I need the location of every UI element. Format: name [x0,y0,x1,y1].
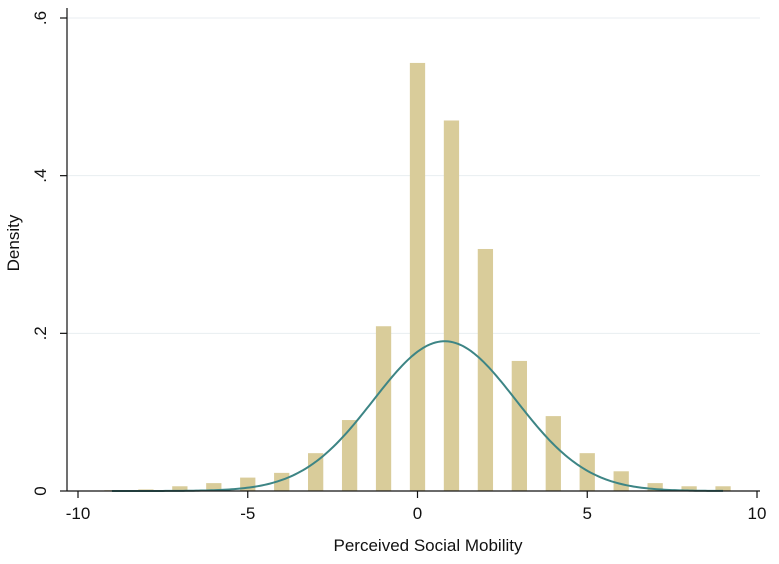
axes [66,8,760,492]
histogram-bar [511,360,527,491]
y-tick-label: .2 [31,326,50,340]
y-tick-label: .6 [31,11,50,25]
y-axis-title: Density [4,214,23,271]
x-tick-label: -5 [240,504,255,523]
histogram-bar [647,483,663,491]
histogram-bar [409,62,426,492]
x-axis-ticks: -10 -5 0 5 10 [66,491,767,523]
histogram-bar [715,486,731,491]
histogram-bar [613,471,629,491]
histogram-bar [172,486,188,491]
histogram-bar [579,453,595,491]
histogram-bar [375,326,392,491]
normal-density-curve [111,340,724,492]
x-tick-label: 0 [413,504,422,523]
x-tick-label: 5 [583,504,592,523]
histogram-bar [308,453,324,491]
histogram-bar [477,248,494,491]
x-axis-title: Perceived Social Mobility [334,536,523,555]
histogram-bar [206,483,222,491]
histogram-bar [341,420,358,491]
histogram-bar [443,120,460,491]
x-tick-label: 10 [748,504,767,523]
y-tick-label: .4 [31,169,50,183]
normal-curve-line [111,340,724,492]
y-axis-ticks: 0 .2 .4 .6 [31,11,67,496]
histogram-bar [274,472,290,491]
x-tick-label: -10 [66,504,91,523]
histogram-bar [681,486,697,491]
histogram-bars [104,62,731,492]
y-tick-label: 0 [31,486,50,495]
histogram-bar [545,416,561,491]
